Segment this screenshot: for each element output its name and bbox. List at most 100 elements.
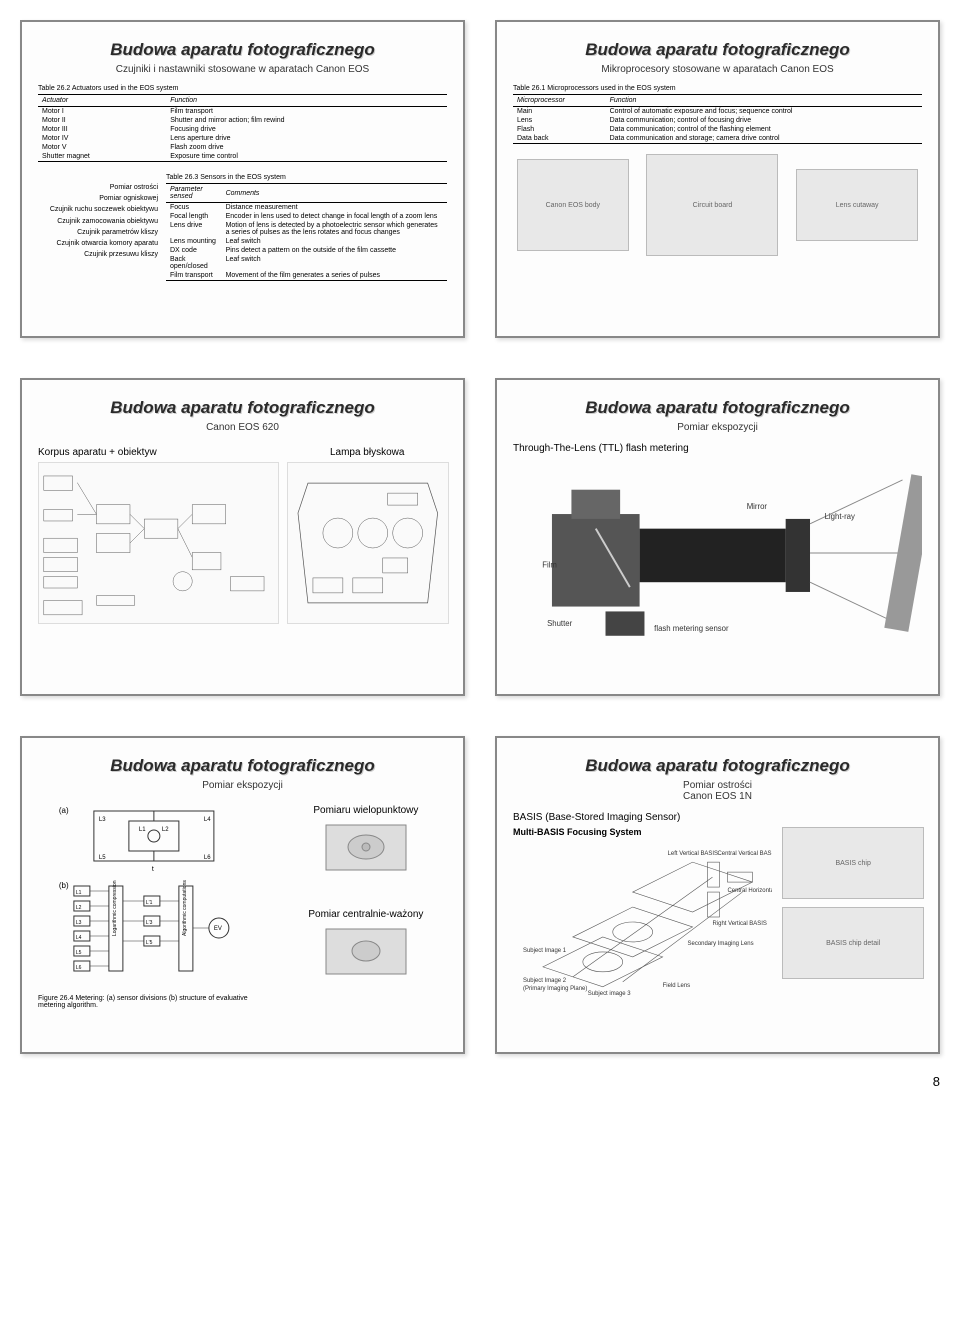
table-cell: Exposure time control [166,152,447,162]
svg-text:L6: L6 [204,855,211,861]
slide-title: Budowa aparatu fotograficznego [38,756,447,776]
side-label: Pomiar ogniskowej [38,193,158,204]
table-cell: Encoder in lens used to detect change in… [222,212,447,221]
table-row: Film transportMovement of the film gener… [166,271,447,281]
table-row: FocusDistance measurement [166,203,447,213]
body-block-diagram [38,462,279,624]
metering-diagram-b: (b) [38,876,270,991]
svg-text:Central Horizontal BASIS: Central Horizontal BASIS [727,888,772,894]
side-label: Czujnik otwarcia komory aparatu [38,238,158,249]
svg-text:L'1: L'1 [146,900,153,906]
side-label: Czujnik zamocowania obiektywu [38,216,158,227]
svg-text:L4: L4 [204,817,211,823]
slide-4: Budowa aparatu fotograficznego Pomiar ek… [495,378,940,696]
table-cell: Film transport [166,107,447,117]
svg-text:L6: L6 [76,965,82,971]
table-caption: Table 26.1 Microprocessors used in the E… [513,85,922,94]
table-row: Lens mountingLeaf switch [166,237,447,246]
svg-text:L4: L4 [76,935,82,941]
table-row: Shutter magnetExposure time control [38,152,447,162]
col-header: Actuator [38,95,166,107]
slide-title: Budowa aparatu fotograficznego [513,756,922,776]
svg-text:Secondary Imaging Lens: Secondary Imaging Lens [688,941,754,947]
slide-subtitle: Pomiar ekspozycji [513,422,922,433]
table-cell: Motion of lens is detected by a photoele… [222,221,447,237]
table-row: Motor IIShutter and mirror action; film … [38,116,447,125]
table-cell: Lens [513,116,606,125]
sensor-side-labels: Pomiar ostrościPomiar ogniskowejCzujnik … [38,170,158,260]
slide-subtitle: Czujniki i nastawniki stosowane w aparat… [38,64,447,75]
table-cell: Shutter magnet [38,152,166,162]
table-cell: Lens aperture drive [166,134,447,143]
table-row: Motor IFilm transport [38,107,447,117]
svg-text:(a): (a) [59,806,69,815]
svg-text:L5: L5 [99,855,106,861]
table-row: Data backData communication and storage;… [513,134,922,144]
table-cell: Motor V [38,143,166,152]
table-cell: Control of automatic exposure and focus;… [606,107,922,117]
table-row: Focal lengthEncoder in lens used to dete… [166,212,447,221]
ttl-diagram: Mirror Light-ray Film Shutter flash mete… [513,458,922,648]
svg-text:Film: Film [542,561,557,570]
svg-text:L3: L3 [76,920,82,926]
table-cell: Lens mounting [166,237,222,246]
page-number: 8 [20,1074,940,1089]
col-header: Comments [222,184,447,203]
multipoint-label: Pomiaru wielopunktowy [285,805,447,816]
multi-basis-diagram: Multi-BASIS Focusing System [513,827,772,1002]
lens-cutaway-image: Lens cutaway [796,169,918,241]
table-cell: Leaf switch [222,237,447,246]
side-label: Pomiar ostrości [38,182,158,193]
table-cell: Pins detect a pattern on the outside of … [222,246,447,255]
table-cell: Motor I [38,107,166,117]
circuit-board-image: Circuit board [646,154,778,256]
table-cell: Focal length [166,212,222,221]
col-header: Function [166,95,447,107]
slide-5: Budowa aparatu fotograficznego Pomiar ek… [20,736,465,1054]
svg-text:t: t [152,866,154,871]
body-lens-label: Korpus aparatu + obiektyw [38,447,277,458]
slide-subtitle-2: Canon EOS 1N [513,791,922,802]
table-row: Motor VFlash zoom drive [38,143,447,152]
table-cell: Data back [513,134,606,144]
svg-text:Algorithmic computations: Algorithmic computations [182,880,188,936]
side-label: Czujnik ruchu soczewek obiektywu [38,204,158,215]
side-label: Czujnik parametrów kliszy [38,227,158,238]
table-caption: Table 26.2 Actuators used in the EOS sys… [38,85,447,94]
table-cell: Film transport [166,271,222,281]
table-cell: Shutter and mirror action; film rewind [166,116,447,125]
table-cell: Motor II [38,116,166,125]
table-cell: Data communication; control of the flash… [606,125,922,134]
svg-text:Subject Image 2: Subject Image 2 [523,978,567,984]
slide-1: Budowa aparatu fotograficznego Czujniki … [20,20,465,338]
table-cell: Leaf switch [222,255,447,271]
table-row: Lens driveMotion of lens is detected by … [166,221,447,237]
table-cell: Movement of the film generates a series … [222,271,447,281]
table-row: Motor IVLens aperture drive [38,134,447,143]
slide-6: Budowa aparatu fotograficznego Pomiar os… [495,736,940,1054]
svg-text:Subject Image 1: Subject Image 1 [523,948,567,954]
svg-text:Light-ray: Light-ray [825,512,855,521]
table-cell: DX code [166,246,222,255]
table-row: Motor IIIFocusing drive [38,125,447,134]
centerweighted-icon [316,924,416,979]
svg-text:L'3: L'3 [146,920,153,926]
svg-text:Central Vertical BASIS: Central Vertical BASIS [717,851,772,857]
svg-text:Field Lens: Field Lens [663,983,691,989]
flash-label: Lampa błyskowa [287,447,447,458]
svg-text:L1: L1 [76,890,82,896]
ttl-caption: Through-The-Lens (TTL) flash metering [513,443,922,454]
table-row: LensData communication; control of focus… [513,116,922,125]
svg-text:flash metering sensor: flash metering sensor [654,624,729,633]
table-row: MainControl of automatic exposure and fo… [513,107,922,117]
table-row: DX codePins detect a pattern on the outs… [166,246,447,255]
slide-subtitle: Pomiar ekspozycji [38,780,447,791]
slide-subtitle: Mikroprocesory stosowane w aparatach Can… [513,64,922,75]
svg-text:Right Vertical BASIS: Right Vertical BASIS [712,921,766,927]
multipoint-icon [316,820,416,875]
microprocessors-table: Table 26.1 Microprocessors used in the E… [513,85,922,144]
table-cell: Lens drive [166,221,222,237]
slide-title: Budowa aparatu fotograficznego [38,40,447,60]
metering-diagram-a: (a) L3 L4 L1 L2 L5 L6 t [38,801,270,876]
table-cell: Motor IV [38,134,166,143]
